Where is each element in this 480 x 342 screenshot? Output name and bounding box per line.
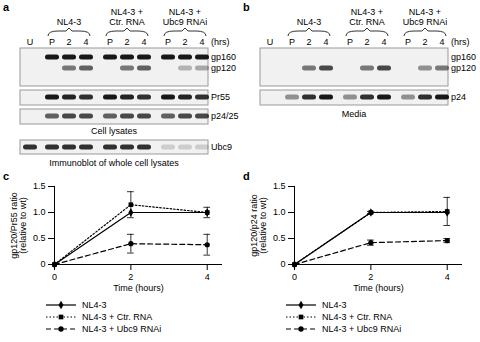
svg-text:p24: p24 [451, 92, 466, 102]
svg-text:U: U [267, 37, 274, 47]
svg-text:p24/25: p24/25 [211, 111, 239, 121]
html-text:NL4-3 + Ubc9 RNAi: NL4-3 + Ubc9 RNAi [82, 324, 162, 334]
svg-text:Ubc9 RNAi: Ubc9 RNAi [403, 17, 448, 27]
svg-text:2: 2 [128, 272, 133, 282]
svg-text:4: 4 [439, 37, 444, 47]
svg-text:Media: Media [342, 109, 367, 119]
svg-text:2: 2 [124, 37, 129, 47]
svg-text:2: 2 [306, 37, 311, 47]
svg-text:P: P [405, 37, 411, 47]
svg-text:NL4-3: NL4-3 [297, 17, 322, 27]
svg-text:gp120/Pr55 ratio(relative to w: gp120/Pr55 ratio(relative to wt) [9, 192, 28, 259]
svg-text:b: b [243, 1, 250, 13]
svg-text:Immunoblot of whole cell lysat: Immunoblot of whole cell lysates [49, 158, 179, 168]
html-text:NL4-3 + Ctr. RNA: NL4-3 + Ctr. RNA [322, 312, 393, 322]
svg-text:4: 4 [381, 37, 386, 47]
svg-text:2: 2 [422, 37, 427, 47]
svg-text:NL4-3 +: NL4-3 + [409, 7, 441, 17]
html-text:NL4-3: NL4-3 [322, 300, 347, 310]
svg-text:gp160: gp160 [211, 52, 236, 62]
svg-text:0: 0 [280, 259, 285, 269]
svg-text:NL4-3: NL4-3 [57, 17, 82, 27]
svg-text:NL4-3 +: NL4-3 + [169, 7, 201, 17]
svg-text:NL4-3 +: NL4-3 + [111, 7, 143, 17]
svg-text:(hrs): (hrs) [211, 37, 230, 47]
svg-text:gp120: gp120 [451, 63, 476, 73]
svg-text:Ubc9 RNAi: Ubc9 RNAi [163, 17, 208, 27]
svg-text:2: 2 [364, 37, 369, 47]
svg-text:U: U [27, 37, 34, 47]
svg-text:(hrs): (hrs) [451, 37, 470, 47]
svg-text:Cell lysates: Cell lysates [91, 126, 138, 136]
svg-text:NL4-3 +: NL4-3 + [351, 7, 383, 17]
svg-text:Pr55: Pr55 [211, 92, 230, 102]
svg-text:1.5: 1.5 [273, 181, 286, 191]
svg-text:P: P [165, 37, 171, 47]
svg-text:Time (hours): Time (hours) [113, 283, 164, 293]
svg-text:gp120/p24 ratio(relative to wt: gp120/p24 ratio(relative to wt) [249, 194, 268, 257]
svg-text:4: 4 [199, 37, 204, 47]
html-text:NL4-3 + Ubc9 RNAi: NL4-3 + Ubc9 RNAi [322, 324, 402, 334]
svg-text:gp120: gp120 [211, 63, 236, 73]
svg-text:0: 0 [292, 272, 297, 282]
svg-text:2: 2 [368, 272, 373, 282]
svg-text:2: 2 [182, 37, 187, 47]
svg-text:4: 4 [445, 272, 450, 282]
svg-text:4: 4 [205, 272, 210, 282]
svg-text:Ctr. RNA: Ctr. RNA [109, 17, 145, 27]
svg-text:4: 4 [141, 37, 146, 47]
html-text:NL4-3: NL4-3 [82, 300, 107, 310]
svg-text:2: 2 [66, 37, 71, 47]
svg-text:1.5: 1.5 [33, 181, 46, 191]
svg-text:0: 0 [52, 272, 57, 282]
svg-text:0: 0 [40, 259, 45, 269]
svg-text:P: P [107, 37, 113, 47]
svg-text:P: P [289, 37, 295, 47]
svg-text:Ubc9: Ubc9 [211, 142, 232, 152]
svg-text:1.0: 1.0 [273, 207, 286, 217]
html-text:NL4-3 + Ctr. RNA: NL4-3 + Ctr. RNA [82, 312, 153, 322]
svg-text:0.5: 0.5 [273, 233, 286, 243]
html-text:d: d [243, 170, 250, 182]
svg-text:0.5: 0.5 [33, 233, 46, 243]
svg-text:gp160: gp160 [451, 52, 476, 62]
svg-text:4: 4 [323, 37, 328, 47]
svg-text:4: 4 [83, 37, 88, 47]
svg-text:P: P [49, 37, 55, 47]
html-text:c: c [3, 170, 10, 182]
svg-text:P: P [347, 37, 353, 47]
svg-text:a: a [3, 1, 10, 13]
svg-text:1.0: 1.0 [33, 207, 46, 217]
svg-text:Time (hours): Time (hours) [353, 283, 404, 293]
svg-text:Ctr. RNA: Ctr. RNA [349, 17, 385, 27]
